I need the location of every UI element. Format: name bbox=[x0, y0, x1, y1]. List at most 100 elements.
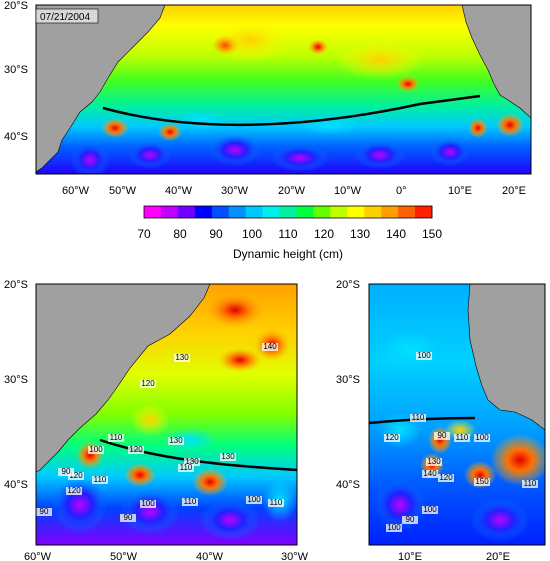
contour-label-bg bbox=[422, 506, 438, 514]
top-lon-label: 10°W bbox=[334, 185, 362, 197]
contour-label-bg bbox=[58, 468, 74, 476]
contour-label: 90 bbox=[438, 431, 447, 440]
contour-label-bg bbox=[140, 380, 156, 388]
colorbar-tick-label: 80 bbox=[173, 227, 187, 241]
contour-label: 150 bbox=[475, 477, 489, 486]
contour-label-bg bbox=[384, 434, 400, 442]
contour-label-bg bbox=[402, 516, 418, 524]
contour-label: 100 bbox=[423, 505, 437, 514]
top-map bbox=[36, 5, 531, 174]
top-map-land-africa bbox=[461, 5, 531, 119]
colorbar-swatch bbox=[347, 206, 365, 218]
colorbar-tick-label: 110 bbox=[278, 227, 297, 241]
top-map-land-south-america bbox=[36, 5, 166, 173]
contour-label: 100 bbox=[475, 433, 489, 442]
left-lat-label: 20°S bbox=[4, 279, 28, 291]
right-lon-label: 10°E bbox=[398, 551, 422, 561]
contour-label-bg bbox=[416, 352, 432, 360]
contour-label: 120 bbox=[141, 379, 155, 388]
colorbar-swatch bbox=[364, 206, 382, 218]
colorbar-swatch bbox=[160, 206, 179, 218]
contour-label-bg bbox=[438, 474, 454, 482]
contour-label-bg bbox=[426, 458, 442, 466]
contour-label: 90 bbox=[62, 467, 71, 476]
contour-label: 120 bbox=[439, 473, 453, 482]
colorbar-tick-label: 130 bbox=[350, 227, 370, 241]
top-lon-label: 50°W bbox=[109, 185, 137, 197]
left-map-lon-labels: 60°W 50°W 40°W 30°W bbox=[24, 551, 309, 561]
contour-label-bg bbox=[434, 432, 450, 440]
right-lat-label: 40°S bbox=[336, 479, 360, 491]
contour-label: 100 bbox=[141, 499, 155, 508]
contour-label: 110 bbox=[180, 463, 193, 472]
colorbar-tick-label: 70 bbox=[137, 227, 151, 241]
contour-label-bg bbox=[184, 458, 200, 466]
contour-label: 100 bbox=[247, 495, 261, 504]
left-map-lat-labels: 20°S 30°S 40°S bbox=[4, 279, 28, 491]
left-lon-label: 60°W bbox=[24, 551, 52, 561]
top-map-lat-labels: 20°S 30°S 40°S bbox=[4, 0, 28, 143]
contour-label: 100 bbox=[387, 523, 401, 532]
contour-label-bg bbox=[182, 498, 198, 506]
colorbar-swatch bbox=[194, 206, 213, 218]
contour-label: 100 bbox=[417, 351, 431, 360]
left-lat-label: 40°S bbox=[4, 479, 28, 491]
colorbar-swatch bbox=[228, 206, 247, 218]
contour-label-bg bbox=[178, 464, 194, 472]
top-map-eddies bbox=[70, 18, 524, 174]
colorbar-tick-labels: 70 80 90 100 110 120 130 140 150 bbox=[137, 227, 442, 241]
contour-label: 110 bbox=[456, 433, 469, 442]
contour-label-bg bbox=[108, 434, 124, 442]
colorbar: 70 80 90 100 110 120 130 140 150 Dynamic height … bbox=[137, 205, 442, 261]
colorbar-swatch bbox=[330, 206, 348, 218]
top-map-frame bbox=[35, 4, 532, 175]
colorbar-title: Dynamic height (cm) bbox=[233, 247, 343, 261]
contour-label: 130 bbox=[221, 452, 235, 461]
top-lon-label: 60°W bbox=[62, 185, 90, 197]
contour-label-bg bbox=[220, 453, 236, 461]
top-lon-label: 40°W bbox=[165, 185, 193, 197]
left-map-frame bbox=[35, 283, 298, 546]
contour-label: 90 bbox=[406, 515, 415, 524]
colorbar-tick-label: 140 bbox=[386, 227, 406, 241]
contour-label: 110 bbox=[110, 433, 123, 442]
right-lat-label: 30°S bbox=[336, 374, 360, 386]
date-label: 07/21/2004 bbox=[40, 12, 90, 23]
right-map-lat-labels: 20°S 30°S 40°S bbox=[336, 279, 360, 491]
contour-label-bg bbox=[246, 496, 262, 504]
right-lon-label: 20°E bbox=[486, 551, 510, 561]
top-lon-label: 0° bbox=[396, 185, 407, 197]
colorbar-swatch bbox=[262, 206, 280, 218]
colorbar-swatches bbox=[144, 206, 433, 218]
top-lat-label: 20°S bbox=[4, 0, 28, 12]
contour-label: 110 bbox=[412, 413, 425, 422]
left-lat-label: 30°S bbox=[4, 374, 28, 386]
contour-label: 120 bbox=[129, 445, 143, 454]
contour-label: 110 bbox=[270, 498, 283, 507]
colorbar-tick-label: 100 bbox=[242, 227, 262, 241]
top-map-lon-labels: 60°W 50°W 40°W 30°W 20°W 10°W 0° 10°E 20… bbox=[62, 185, 526, 197]
colorbar-swatch bbox=[245, 206, 263, 218]
left-map-contour-labels: 1301401201301101301201001301101201101209… bbox=[36, 342, 284, 522]
top-lon-label: 30°W bbox=[221, 185, 249, 197]
contour-label-bg bbox=[522, 480, 538, 488]
contour-label: 120 bbox=[69, 471, 83, 480]
left-map: 1301401201301101301201001301101201101209… bbox=[36, 284, 297, 545]
contour-label-bg bbox=[66, 487, 82, 495]
colorbar-swatch bbox=[296, 206, 314, 218]
contour-label-bg bbox=[474, 434, 490, 442]
contour-label: 130 bbox=[185, 457, 199, 466]
left-lon-label: 40°W bbox=[196, 551, 224, 561]
contour-label: 90 bbox=[40, 507, 49, 516]
contour-label-bg bbox=[268, 499, 284, 507]
contour-label: 120 bbox=[67, 486, 81, 495]
contour-label-bg bbox=[36, 508, 52, 516]
right-lat-label: 20°S bbox=[336, 279, 360, 291]
contour-label-bg bbox=[474, 478, 490, 486]
contour-label: 130 bbox=[427, 457, 441, 466]
top-lon-label: 20°E bbox=[502, 185, 526, 197]
colorbar-swatch bbox=[144, 206, 162, 218]
contour-label-bg bbox=[410, 414, 426, 422]
